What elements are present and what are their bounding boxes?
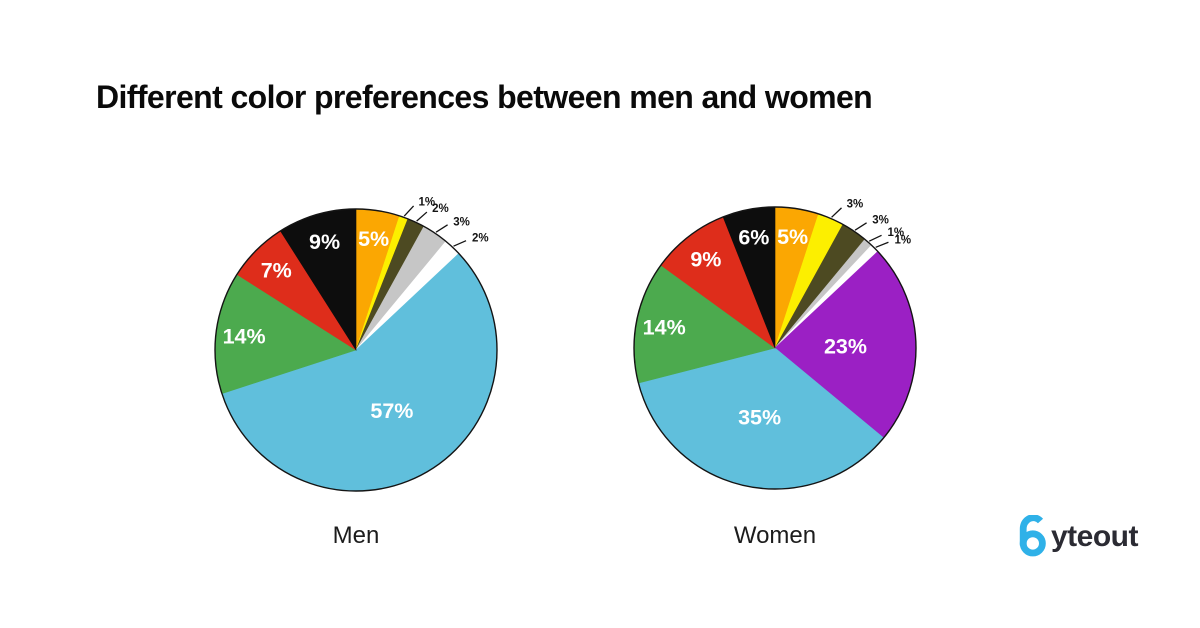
slice-label-white: 1%	[894, 234, 911, 246]
slice-label-white: 2%	[472, 233, 489, 245]
slice-label-red: 7%	[261, 259, 292, 283]
slice-label-blue: 57%	[370, 399, 413, 423]
byteout-logo-text: yteout	[1051, 520, 1139, 553]
slice-label-olive: 3%	[872, 214, 889, 226]
leader-line-yellow	[831, 207, 842, 218]
byteout-b-icon	[1019, 515, 1046, 557]
slice-label-gray: 3%	[453, 216, 470, 228]
pie-men: 5%1%2%3%2%57%14%7%9%	[214, 197, 498, 492]
slice-label-blue: 35%	[738, 405, 781, 429]
pie-women: 5%3%3%1%1%23%35%14%9%6%	[633, 199, 917, 490]
slice-label-green: 14%	[643, 315, 686, 339]
pie-outline	[633, 206, 917, 490]
slice-label-orange: 5%	[358, 227, 389, 251]
pie-caption-women: Women	[733, 522, 817, 549]
leader-line-gray	[435, 224, 448, 233]
slice-label-red: 9%	[690, 247, 721, 271]
byteout-b-curl	[1019, 515, 1044, 546]
slice-label-black: 6%	[738, 226, 769, 250]
slice-label-orange: 5%	[777, 225, 808, 249]
slice-label-yellow: 1%	[418, 197, 435, 209]
byteout-logo: yteout	[1015, 515, 1139, 557]
pie-caption-men: Men	[332, 522, 380, 549]
page-title: Different color preferences between men …	[96, 79, 873, 115]
leader-line-olive	[416, 211, 428, 222]
leader-line-olive	[854, 222, 867, 231]
slice-label-gray: 1%	[887, 227, 904, 239]
leader-line-gray	[868, 234, 882, 242]
slice-label-purple: 23%	[824, 334, 867, 358]
leader-line-white	[453, 240, 467, 247]
slice-label-green: 14%	[223, 324, 266, 348]
slice-label-olive: 2%	[432, 203, 449, 215]
leader-line-white	[875, 241, 889, 248]
leader-line-yellow	[403, 205, 415, 217]
slice-label-yellow: 3%	[847, 199, 864, 211]
pie-outline	[214, 208, 498, 492]
slice-label-black: 9%	[309, 230, 340, 254]
byteout-b-bowl	[1019, 530, 1046, 557]
